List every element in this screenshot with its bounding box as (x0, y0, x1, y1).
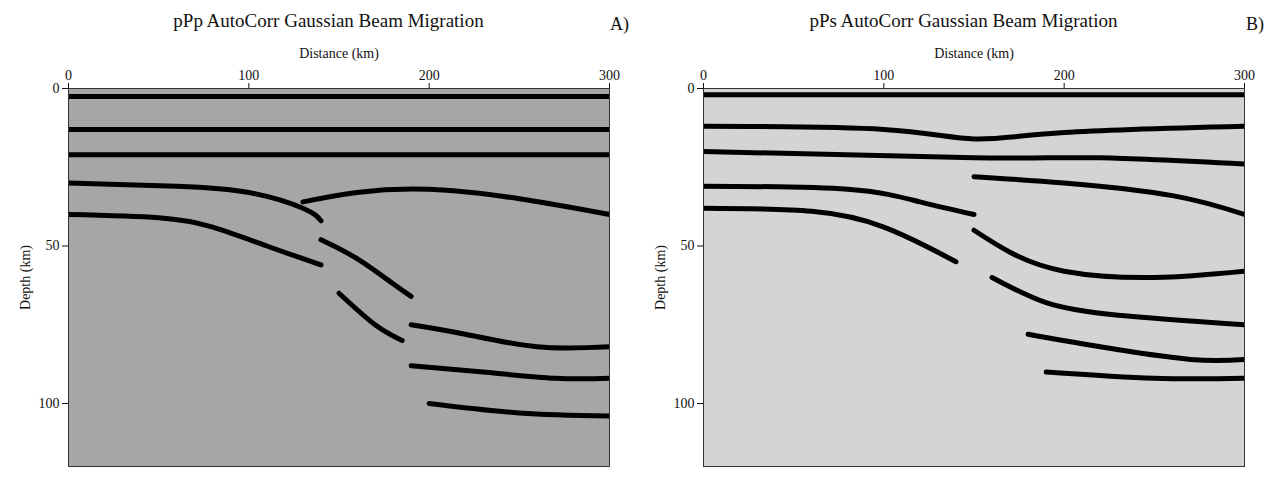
svg-text:50: 50 (681, 238, 695, 253)
svg-text:0: 0 (700, 68, 707, 83)
svg-text:200: 200 (419, 68, 440, 83)
svg-text:100: 100 (674, 396, 695, 411)
svg-text:Distance (km): Distance (km) (934, 46, 1014, 62)
svg-text:200: 200 (1054, 68, 1075, 83)
svg-text:Distance (km): Distance (km) (299, 46, 379, 62)
svg-text:Depth (km): Depth (km) (18, 245, 34, 310)
svg-text:100: 100 (873, 68, 894, 83)
svg-text:100: 100 (39, 396, 60, 411)
svg-text:0: 0 (65, 68, 72, 83)
svg-text:300: 300 (599, 68, 620, 83)
svg-text:0: 0 (53, 81, 60, 96)
svg-text:0: 0 (688, 81, 695, 96)
svg-text:Depth (km): Depth (km) (653, 245, 669, 310)
html-text:B): B) (1246, 14, 1264, 34)
html-text:pPs AutoCorr Gaussian Beam Mig: pPs AutoCorr Gaussian Beam Migration (809, 10, 1118, 31)
html-text:A): A) (610, 14, 629, 34)
svg-text:50: 50 (46, 238, 60, 253)
html-text:pPp AutoCorr Gaussian Beam Mig: pPp AutoCorr Gaussian Beam Migration (173, 10, 484, 31)
svg-text:300: 300 (1234, 68, 1255, 83)
svg-text:100: 100 (238, 68, 259, 83)
